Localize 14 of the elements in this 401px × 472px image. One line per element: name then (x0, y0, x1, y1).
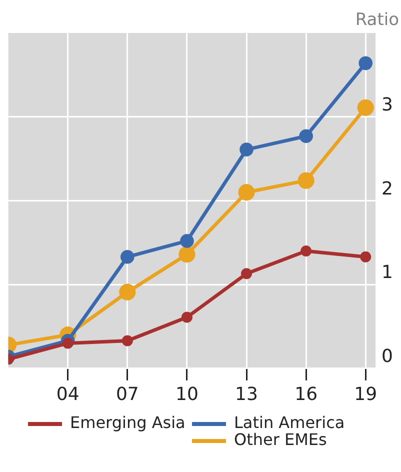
y-tick-label: 3 (382, 94, 393, 116)
x-tick-label: 04 (56, 384, 80, 405)
x-tick-label: 13 (235, 384, 258, 405)
y-tick-label: 1 (382, 262, 393, 284)
x-tick-label: 19 (354, 384, 378, 405)
x-tick-label: 16 (294, 384, 318, 405)
x-tick-label: 10 (176, 384, 198, 405)
y-tick-label: 0 (382, 346, 393, 368)
legend-label: Latin America (234, 413, 345, 432)
legend-label: Emerging Asia (70, 413, 186, 432)
x-tick-label: 07 (116, 384, 139, 405)
legend-label: Other EMEs (234, 430, 327, 449)
y-axis-title: Ratio (355, 10, 399, 30)
y-tick-label: 2 (382, 178, 393, 200)
